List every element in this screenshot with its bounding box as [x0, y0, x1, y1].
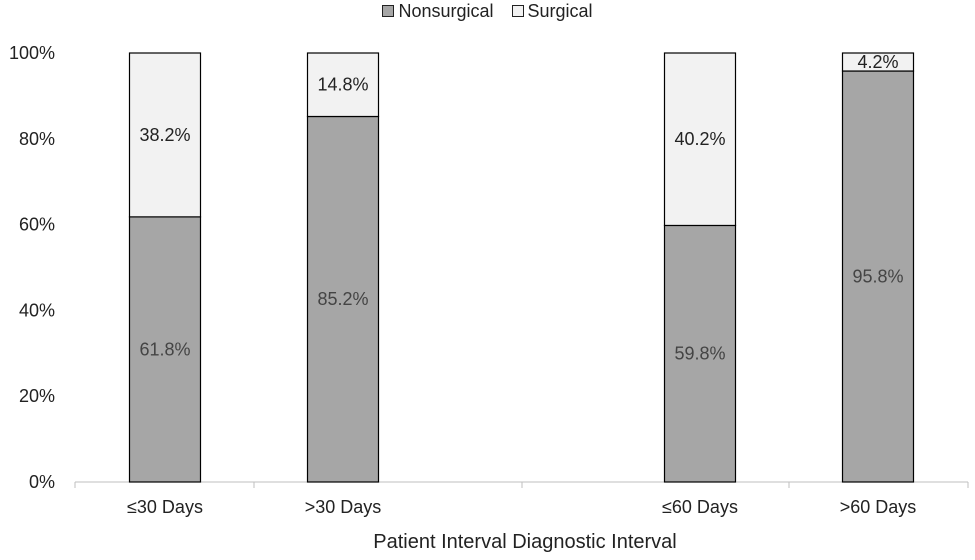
legend-label-surgical: Surgical — [527, 0, 593, 21]
legend-item-surgical: Surgical — [511, 0, 593, 22]
bar-surgical — [663, 52, 737, 227]
y-tick-label: 40% — [19, 300, 55, 320]
data-label-nonsurgical: 61.8% — [139, 339, 190, 359]
data-label-surgical: 4.2% — [857, 52, 898, 72]
data-label-surgical: 14.8% — [317, 75, 368, 95]
legend: Nonsurgical Surgical — [0, 0, 975, 22]
y-tick-label: 100% — [9, 43, 55, 63]
data-label-nonsurgical: 85.2% — [317, 289, 368, 309]
data-label-surgical: 38.2% — [139, 125, 190, 145]
data-label-nonsurgical: 59.8% — [674, 344, 725, 364]
y-tick-label: 0% — [29, 472, 55, 492]
x-tick-label: ≤60 Days — [662, 497, 738, 517]
x-axis-title: Patient Interval Diagnostic Interval — [373, 531, 677, 553]
legend-item-nonsurgical: Nonsurgical — [382, 0, 494, 22]
y-tick-label: 20% — [19, 386, 55, 406]
x-tick-label: ≤30 Days — [127, 497, 203, 517]
x-tick-label: >30 Days — [305, 497, 382, 517]
y-tick-label: 60% — [19, 215, 55, 235]
legend-swatch-surgical — [511, 5, 524, 17]
bar-surgical — [306, 52, 380, 118]
legend-label-nonsurgical: Nonsurgical — [398, 0, 494, 21]
x-tick-label: >60 Days — [840, 497, 917, 517]
bar-nonsurgical — [306, 115, 380, 483]
bar-surgical — [841, 52, 915, 72]
bar-nonsurgical — [128, 216, 202, 483]
data-label-surgical: 40.2% — [674, 129, 725, 149]
y-tick-label: 80% — [19, 129, 55, 149]
bar-nonsurgical — [841, 70, 915, 483]
bar-surgical — [128, 52, 202, 218]
data-label-nonsurgical: 95.8% — [852, 267, 903, 287]
legend-swatch-nonsurgical — [382, 5, 395, 17]
